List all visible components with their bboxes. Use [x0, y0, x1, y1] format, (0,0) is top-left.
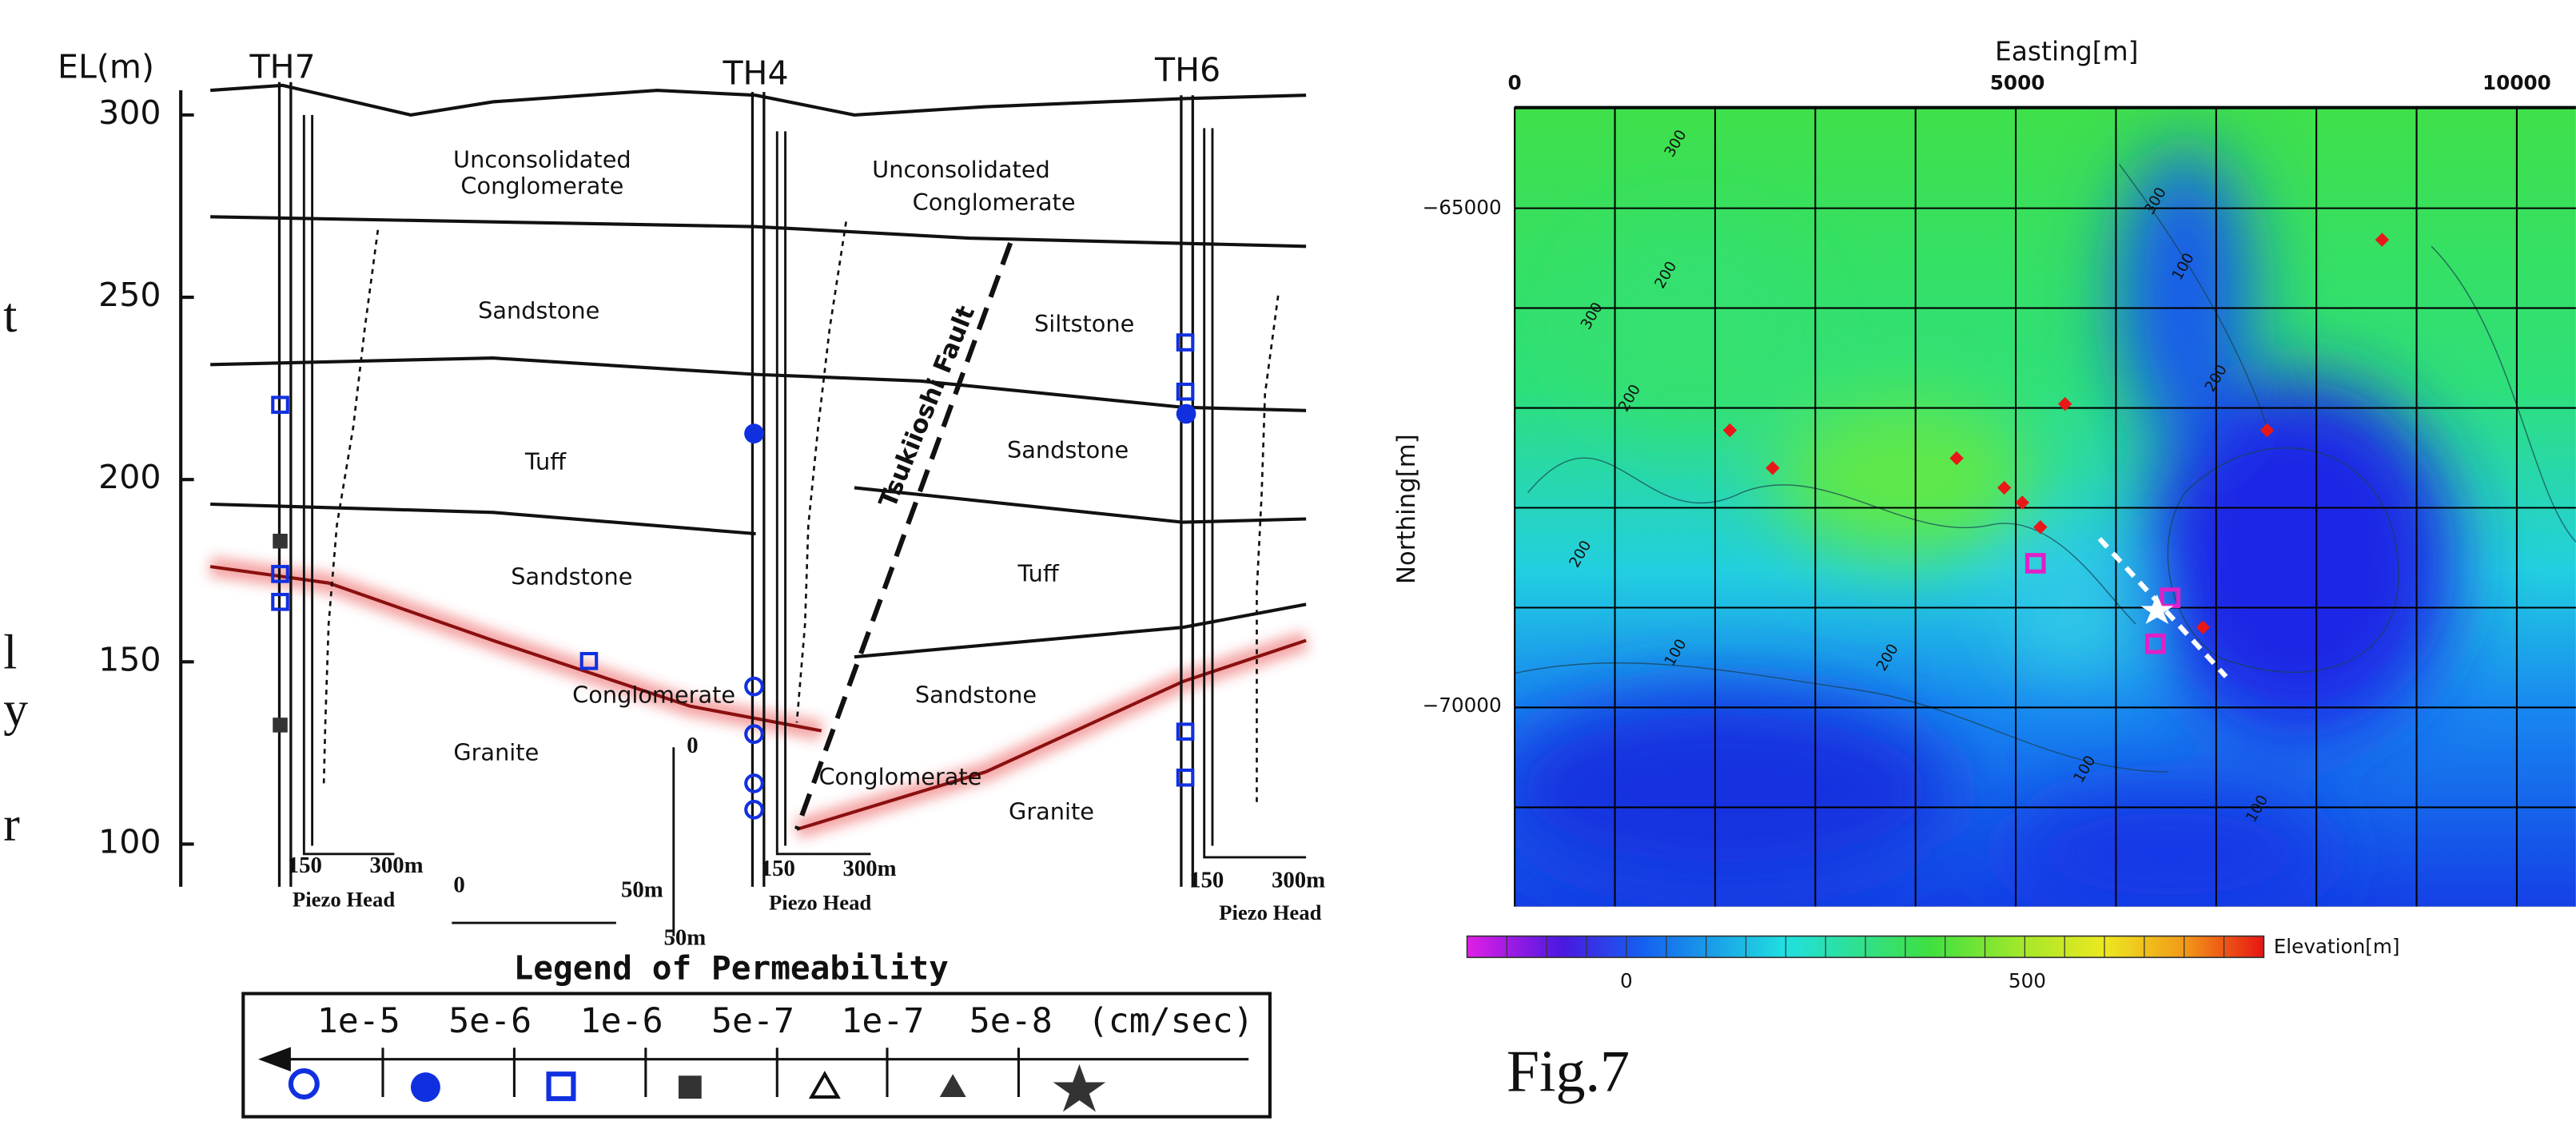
layer-boundary — [210, 356, 1307, 412]
layer-boundary — [854, 486, 1307, 524]
caption: Fig.7 — [1507, 1039, 1630, 1104]
legend-box — [241, 992, 1272, 1119]
x-tick-label: 0 — [1508, 71, 1522, 94]
borehole-label: TH6 — [1154, 50, 1220, 89]
ground-surface — [210, 83, 1307, 117]
scale-bars — [452, 747, 675, 936]
margin-fragment: l — [3, 625, 17, 679]
elevation-tick-label: 200 — [98, 458, 161, 496]
elevation-tick-label: 150 — [98, 640, 161, 678]
x-axis-title: Easting[m] — [1995, 35, 2138, 66]
margin-fragment: t — [3, 288, 17, 343]
permeability-markers — [271, 333, 1196, 820]
layer-label: Conglomerate — [818, 763, 981, 790]
layer-label: Tuff — [524, 448, 567, 475]
layer-label: Sandstone — [478, 297, 599, 324]
layer-boundary — [854, 602, 1307, 659]
colorbar-tick-label: 0 — [1620, 969, 1633, 992]
boreholes — [277, 81, 1194, 887]
piezo-label: Piezo Head — [1219, 900, 1321, 924]
elevation-tick-label: 300 — [98, 93, 161, 132]
elevation-map — [1515, 106, 2576, 907]
piezo-tick: 300m — [842, 856, 896, 881]
piezo-tick: 150 — [288, 853, 322, 878]
fault-line — [794, 242, 1013, 831]
legend-value: 5e-6 — [448, 1001, 532, 1041]
margin-fragment: r — [3, 797, 20, 852]
legend-value: 5e-7 — [711, 1001, 794, 1041]
colorbar-tick-label: 500 — [2009, 969, 2046, 992]
sites — [1722, 233, 2390, 634]
grid — [1515, 106, 2576, 907]
layer-label: Granite — [453, 738, 539, 765]
piezo-label: Piezo Head — [293, 888, 395, 912]
legend-unit: (cm/sec) — [1088, 1001, 1254, 1041]
elevation-tick-label: 100 — [98, 822, 161, 861]
scale-label: 0 — [687, 733, 698, 758]
legend-value: 1e-7 — [841, 1001, 924, 1041]
layer-label: Sandstone — [1007, 436, 1129, 463]
margin-fragment: y — [3, 682, 28, 737]
y-axis-title: Northing[m] — [1392, 434, 1421, 584]
layer-label: Tuff — [1017, 559, 1059, 586]
layer-label: Granite — [1009, 797, 1094, 825]
piezo-tick: 300m — [370, 853, 424, 878]
piezo-label: Piezo Head — [769, 891, 871, 915]
scale-label: 50m — [621, 877, 663, 903]
y-tick-label: −70000 — [1423, 694, 1502, 717]
borehole-label: TH4 — [722, 54, 788, 93]
layer-label: Sandstone — [915, 681, 1037, 708]
y-tick-label: −65000 — [1423, 196, 1502, 219]
piezo-tick: 150 — [761, 856, 795, 881]
cross-section — [179, 81, 1310, 936]
fault-label: Tsukiioshi Fault — [874, 302, 981, 512]
legend-value: 1e-6 — [580, 1001, 663, 1041]
piezo-curves — [322, 221, 1280, 805]
legend-title: Legend of Permeability — [514, 949, 949, 988]
x-tick-label: 10000 — [2482, 71, 2551, 94]
scale-label: 0 — [453, 873, 464, 898]
layer-label: Unconsolidated — [453, 145, 631, 173]
axis-label: EL(m) — [58, 47, 154, 85]
elevation-tick-label: 250 — [98, 276, 161, 314]
legend-value: 1e-5 — [317, 1001, 400, 1041]
colorbar — [1466, 935, 2265, 959]
x-tick-label: 5000 — [1990, 71, 2045, 94]
layer-label: Conglomerate — [572, 681, 735, 708]
layer-label: Conglomerate — [913, 189, 1076, 216]
layer-label: Unconsolidated — [872, 156, 1050, 183]
layer-label: Conglomerate — [460, 172, 623, 199]
layer-label: Siltstone — [1034, 310, 1134, 337]
piezo-tick: 300m — [1272, 867, 1325, 892]
legend-value: 5e-8 — [969, 1001, 1053, 1041]
layer-boundary — [210, 215, 1307, 248]
borehole-label: TH7 — [249, 47, 316, 85]
layer-label: Sandstone — [511, 562, 632, 590]
piezo-frames — [302, 114, 1307, 859]
colorbar-label: Elevation[m] — [2274, 935, 2400, 958]
scale-label: 50m — [663, 924, 706, 950]
piezo-tick: 150 — [1189, 867, 1224, 892]
